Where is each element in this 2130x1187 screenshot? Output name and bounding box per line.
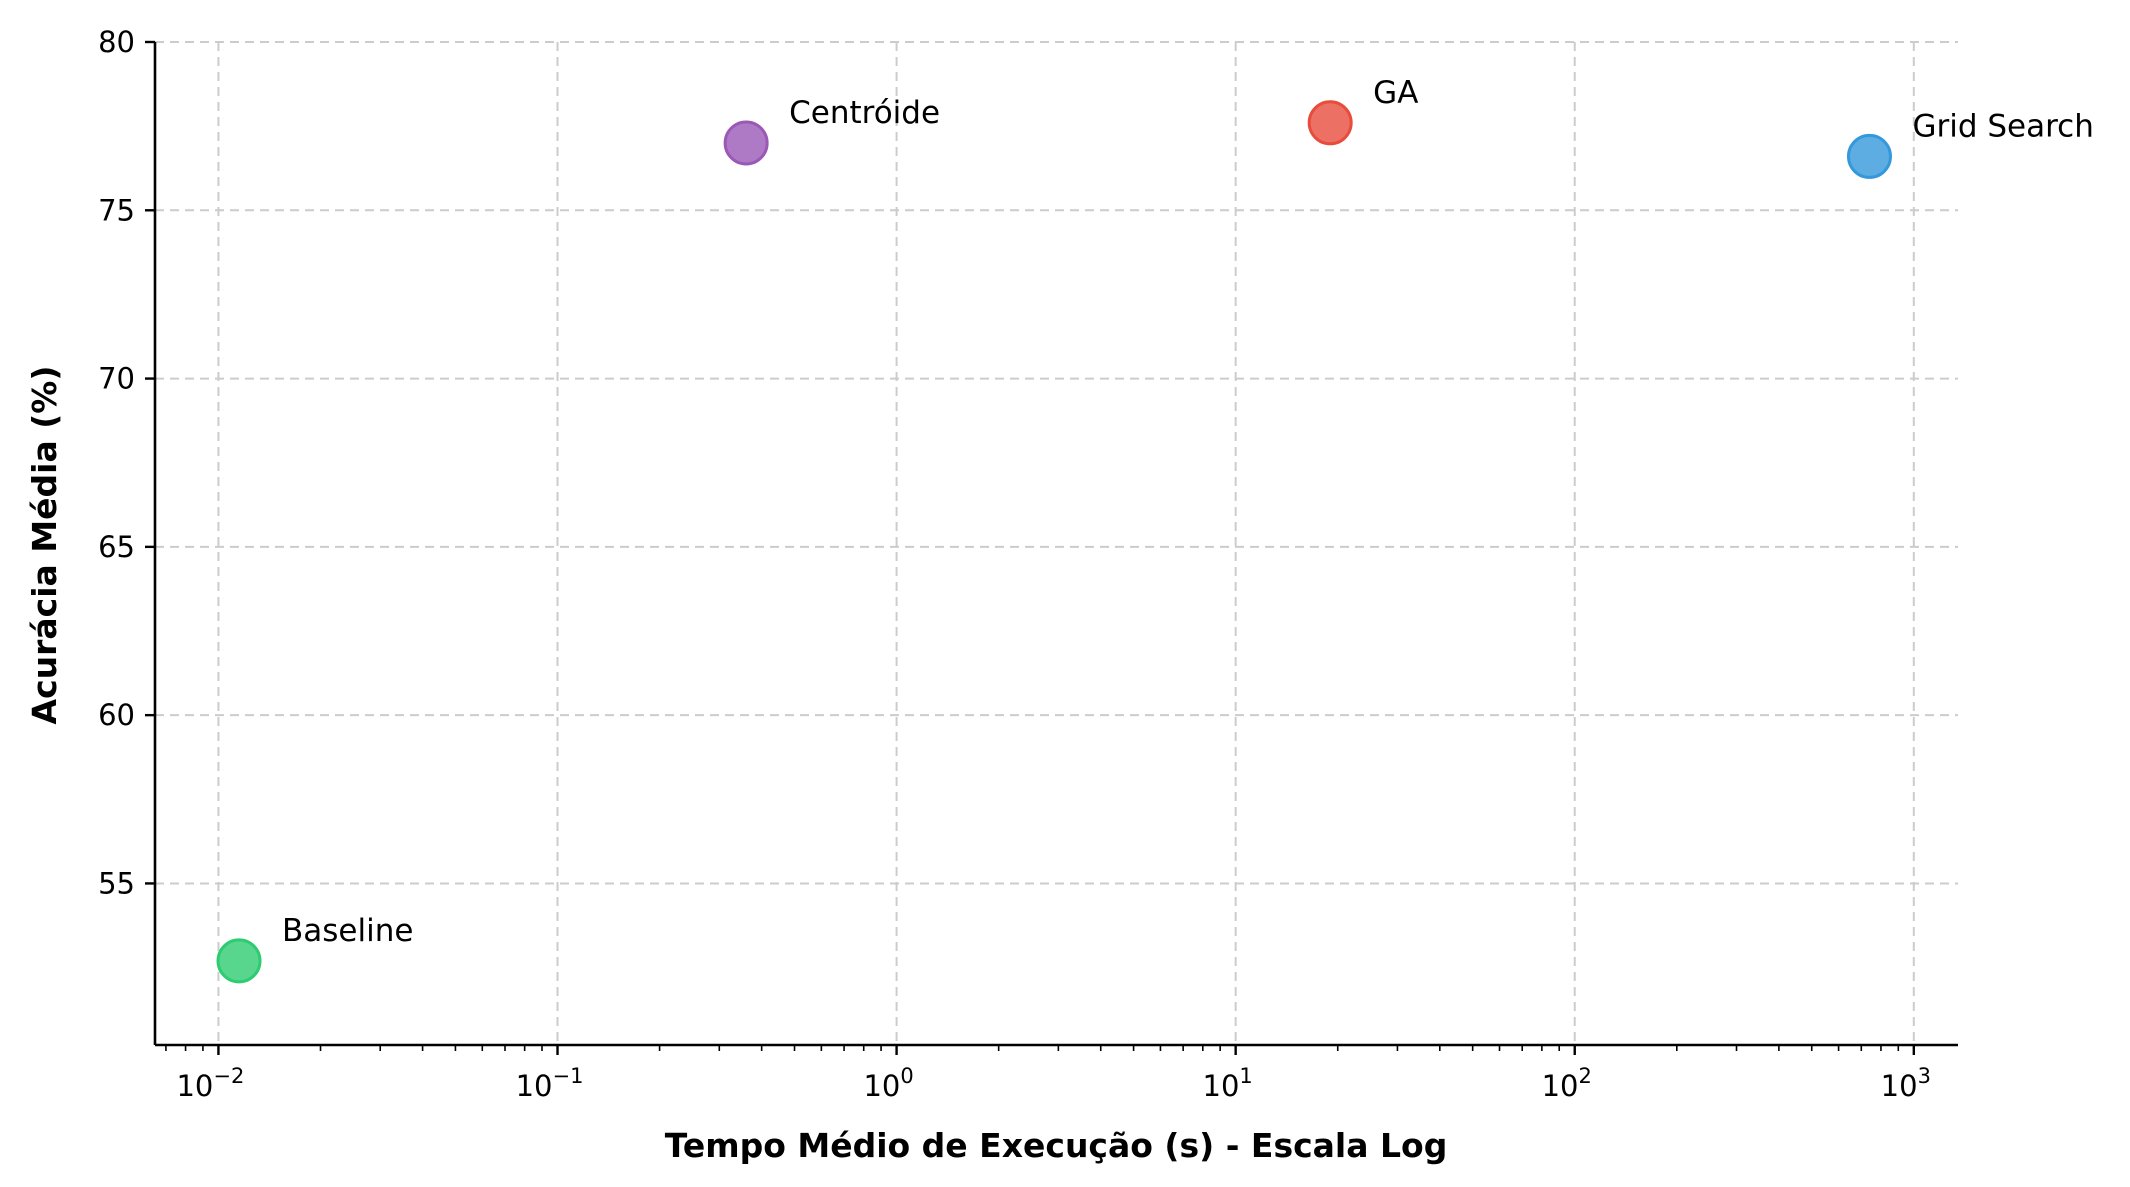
x-tick-label: 10−1: [516, 1064, 584, 1103]
data-point: [1846, 133, 1892, 179]
grid: [155, 41, 1958, 1045]
x-tick-label: 100: [863, 1064, 913, 1103]
point-label: GA: [1373, 75, 1418, 111]
x-tick-label: 10−2: [176, 1064, 244, 1103]
data-points: Baseline Centróide GA Grid Search: [216, 75, 2094, 984]
y-tick-label: 75: [98, 193, 135, 227]
y-axis-title: Acurácia Média (%): [25, 366, 64, 725]
x-tick-label: 103: [1881, 1064, 1931, 1103]
y-tick-label: 65: [98, 530, 135, 564]
data-point: [723, 120, 769, 166]
x-tick-label: 101: [1203, 1064, 1253, 1103]
y-tick-label: 55: [98, 866, 135, 900]
point-label: Centróide: [789, 95, 940, 131]
data-point: [216, 938, 262, 984]
point-label: Baseline: [282, 913, 413, 949]
x-tick-label: 102: [1542, 1064, 1592, 1103]
data-point: [1307, 100, 1353, 146]
y-tick-label: 70: [98, 362, 135, 396]
y-tick-label: 60: [98, 698, 135, 732]
axes: [153, 42, 1958, 1047]
x-axis-title: Tempo Médio de Execução (s) - Escala Log: [665, 1126, 1448, 1165]
point-label: Grid Search: [1912, 108, 2093, 144]
y-tick-label: 80: [98, 25, 135, 59]
ticks: 55 60 65 70 75 80 10−2 10−1 100 101 102 103: [98, 25, 1931, 1103]
